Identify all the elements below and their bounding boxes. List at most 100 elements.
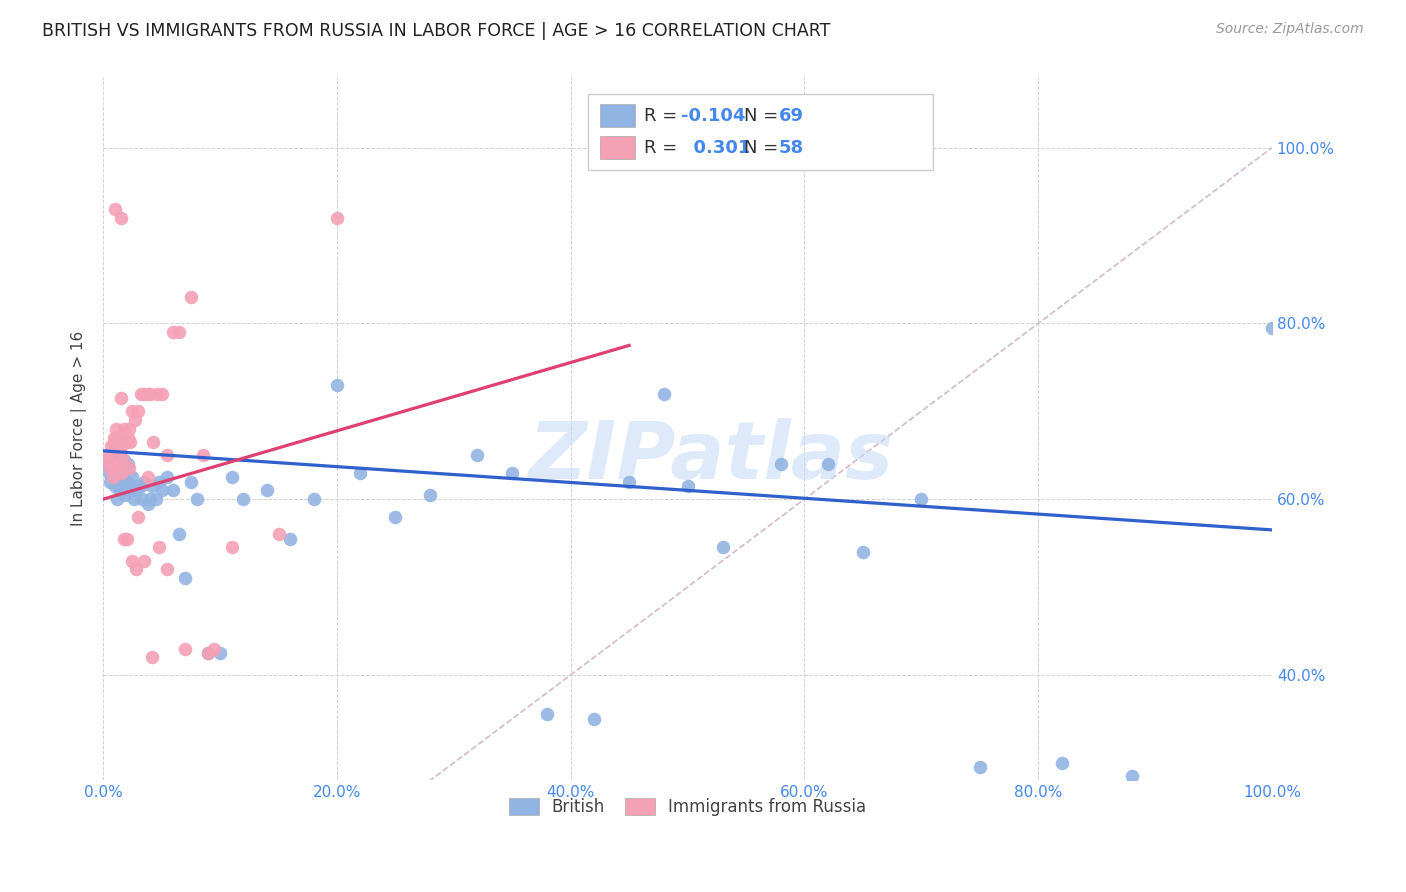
- Point: [129, 386, 152, 401]
- Point: [232, 492, 254, 507]
- Point: [652, 386, 675, 401]
- Point: [711, 541, 734, 555]
- Point: [191, 448, 214, 462]
- Point: [105, 452, 128, 467]
- Point: [107, 431, 129, 445]
- Point: [100, 461, 122, 475]
- Point: [910, 492, 932, 507]
- Point: [267, 527, 290, 541]
- Point: [104, 435, 127, 450]
- Point: [112, 422, 135, 436]
- Point: [98, 466, 121, 480]
- Point: [111, 435, 134, 450]
- Point: [326, 378, 349, 392]
- Point: [114, 435, 136, 450]
- Point: [127, 479, 149, 493]
- Point: [105, 431, 128, 445]
- Point: [105, 457, 128, 471]
- Point: [104, 457, 127, 471]
- Point: [221, 541, 243, 555]
- Point: [676, 479, 699, 493]
- Point: [127, 509, 149, 524]
- Point: [817, 457, 839, 471]
- Point: [180, 475, 202, 489]
- Point: [146, 386, 169, 401]
- Point: [101, 457, 124, 471]
- Point: [134, 475, 156, 489]
- Point: [112, 532, 135, 546]
- Point: [98, 461, 121, 475]
- Point: [125, 483, 148, 498]
- Text: N =: N =: [744, 139, 783, 157]
- Point: [1261, 321, 1284, 335]
- FancyBboxPatch shape: [588, 95, 934, 170]
- Point: [112, 452, 135, 467]
- Point: [349, 466, 371, 480]
- Point: [202, 641, 225, 656]
- Point: [96, 452, 118, 467]
- Point: [302, 492, 325, 507]
- Point: [583, 712, 606, 726]
- Point: [156, 448, 179, 462]
- Y-axis label: In Labor Force | Age > 16: In Labor Force | Age > 16: [72, 331, 87, 526]
- Point: [162, 325, 184, 339]
- Point: [115, 532, 138, 546]
- Point: [110, 211, 132, 225]
- FancyBboxPatch shape: [600, 104, 636, 127]
- Point: [125, 562, 148, 576]
- Point: [156, 470, 179, 484]
- Text: -0.104: -0.104: [681, 107, 745, 125]
- Point: [101, 470, 124, 484]
- Text: Source: ZipAtlas.com: Source: ZipAtlas.com: [1216, 22, 1364, 37]
- Point: [122, 492, 145, 507]
- Point: [1121, 769, 1143, 783]
- Text: ZIPatlas: ZIPatlas: [529, 418, 893, 496]
- Point: [174, 641, 197, 656]
- Point: [129, 479, 152, 493]
- Point: [103, 431, 125, 445]
- Point: [101, 470, 124, 484]
- Text: R =: R =: [644, 107, 683, 125]
- Text: 69: 69: [779, 107, 804, 125]
- Point: [117, 457, 139, 471]
- Point: [1050, 756, 1073, 770]
- Point: [104, 202, 127, 217]
- Point: [197, 646, 219, 660]
- Point: [110, 435, 132, 450]
- Point: [852, 545, 875, 559]
- Point: [167, 527, 190, 541]
- Point: [108, 483, 131, 498]
- Point: [384, 509, 406, 524]
- Point: [167, 325, 190, 339]
- Point: [124, 413, 146, 427]
- Point: [115, 475, 138, 489]
- Text: N =: N =: [744, 107, 783, 125]
- Point: [98, 475, 121, 489]
- Point: [969, 760, 991, 774]
- Point: [162, 483, 184, 498]
- Point: [465, 448, 488, 462]
- Point: [105, 422, 128, 436]
- Point: [186, 492, 208, 507]
- Point: [121, 404, 143, 418]
- Point: [117, 431, 139, 445]
- Point: [112, 452, 135, 467]
- Point: [136, 386, 159, 401]
- Point: [209, 646, 232, 660]
- Point: [150, 483, 173, 498]
- Legend: British, Immigrants from Russia: British, Immigrants from Russia: [501, 789, 875, 825]
- FancyBboxPatch shape: [600, 136, 636, 159]
- Point: [107, 475, 129, 489]
- Text: 0.301: 0.301: [681, 139, 749, 157]
- Point: [120, 435, 142, 450]
- Point: [134, 554, 156, 568]
- Point: [120, 483, 142, 498]
- Point: [96, 457, 118, 471]
- Point: [141, 650, 163, 665]
- Point: [180, 290, 202, 304]
- Text: R =: R =: [644, 139, 683, 157]
- Point: [118, 479, 141, 493]
- Point: [104, 435, 127, 450]
- Point: [221, 470, 243, 484]
- Point: [150, 386, 173, 401]
